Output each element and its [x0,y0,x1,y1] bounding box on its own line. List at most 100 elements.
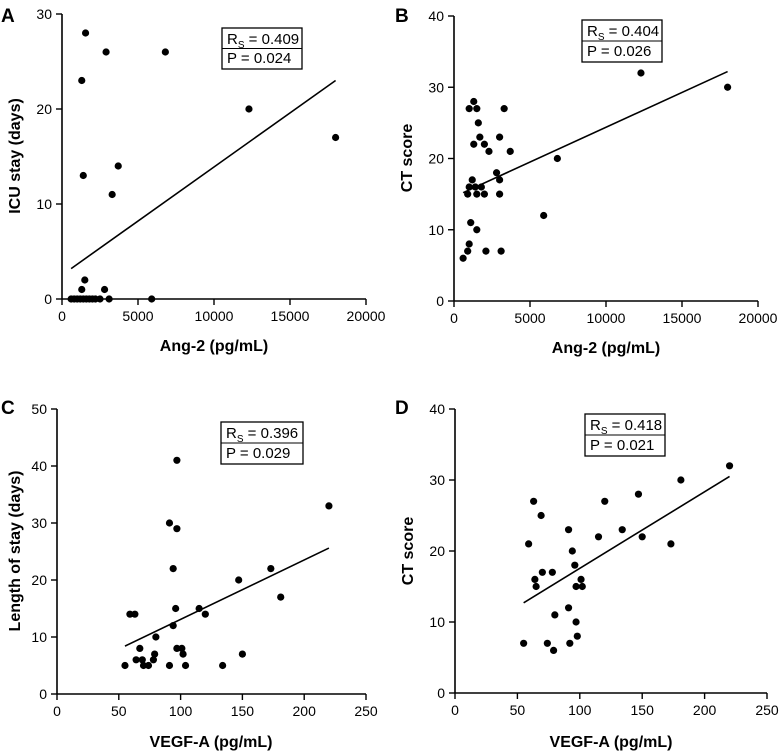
x-tick-label: 250 [755,702,779,718]
data-point [136,644,144,653]
data-point [638,533,646,541]
data-point [132,656,140,664]
x-tick-label: 0 [58,308,66,324]
data-point [139,661,148,670]
data-point [496,133,504,141]
data-point [594,533,603,541]
panel-letter: C [1,398,15,419]
data-point [548,568,556,576]
data-point [144,661,153,670]
rs-stat: RS = 0.409 [227,31,299,51]
data-point [568,547,576,555]
data-point [468,176,476,184]
p-value-stat: P = 0.029 [226,445,290,462]
data-point [618,526,626,534]
data-point [138,656,146,664]
x-tick-label: 20000 [347,308,386,324]
data-point [277,593,285,601]
data-point [571,561,579,569]
data-point [172,604,180,613]
data-point [496,176,504,184]
x-axis-title: Ang-2 (pg/mL) [160,338,268,355]
data-point [572,582,580,591]
y-tick-label: 30 [31,515,47,531]
y-tick-label: 20 [36,101,52,117]
data-point [578,582,586,591]
p-value-stat: P = 0.021 [590,437,654,454]
y-tick-label: 0 [436,293,444,309]
y-axis-title: Length of stay (days) [7,471,24,632]
data-point [543,639,551,647]
y-tick-label: 30 [428,79,444,95]
data-point [564,526,573,534]
y-tick-label: 0 [44,291,52,307]
y-axis-title: CT score [400,517,417,586]
x-tick-label: 15000 [271,308,310,324]
x-tick-label: 0 [53,703,61,719]
data-point [181,661,190,670]
data-point [476,133,484,141]
data-point [195,604,203,613]
y-tick-label: 0 [39,686,47,702]
panel-c: C 0 50 100 150 200 250 0 10 20 30 40 50 VEGF-A (pg/mL… [1,398,378,751]
data-point [496,190,504,198]
x-axis-title: VEGF-A (pg/mL) [550,734,673,751]
data-point [540,211,548,220]
data-point [725,462,734,470]
data-point [459,254,467,262]
y-axis-title: ICU stay (days) [7,98,24,214]
data-point [201,610,209,618]
x-tick-label: 150 [631,702,655,718]
data-point [471,183,479,191]
data-point [724,83,732,91]
data-point [573,632,581,640]
panel-d: D 0 50 100 150 200 250 0 10 20 30 40 VEGF-A (pg/mL) C… [395,398,779,751]
x-axis-title: VEGF-A (pg/mL) [150,734,273,751]
x-tick-label: 50 [111,703,127,719]
data-point [148,295,156,303]
data-point [538,568,546,576]
y-tick-label: 50 [31,401,47,417]
data-point [165,519,174,527]
data-point [473,190,481,198]
data-point [467,219,475,227]
regression-line [124,547,330,647]
data-point [551,611,559,619]
y-tick-label: 10 [31,629,47,645]
panel-letter: D [395,398,409,419]
x-tick-label: 150 [231,703,255,719]
data-point [473,105,481,113]
y-tick-label: 10 [429,614,445,630]
data-point [102,48,110,56]
data-point [601,497,609,505]
data-point [178,644,186,653]
data-point [667,540,675,548]
y-tick-label: 0 [437,685,445,701]
data-point [497,247,505,255]
data-point [149,656,158,664]
data-point [100,285,109,294]
x-tick-label: 200 [693,702,717,718]
p-value-stat: P = 0.026 [587,43,651,60]
data-point [482,247,490,255]
data-point [492,169,501,177]
data-point [520,639,528,647]
data-point [470,140,478,148]
data-point [96,295,104,303]
x-tick-label: 20000 [739,310,778,326]
data-point [108,190,116,199]
data-point [173,456,181,464]
y-tick-label: 20 [31,572,47,588]
y-tick-label: 10 [36,196,52,212]
data-point [531,575,539,584]
data-point [114,162,122,170]
data-point [566,639,574,647]
rs-stat: RS = 0.404 [587,23,659,43]
data-point [465,240,473,248]
data-point [572,618,580,626]
x-tick-label: 50 [510,702,526,718]
x-tick-label: 200 [293,703,317,719]
